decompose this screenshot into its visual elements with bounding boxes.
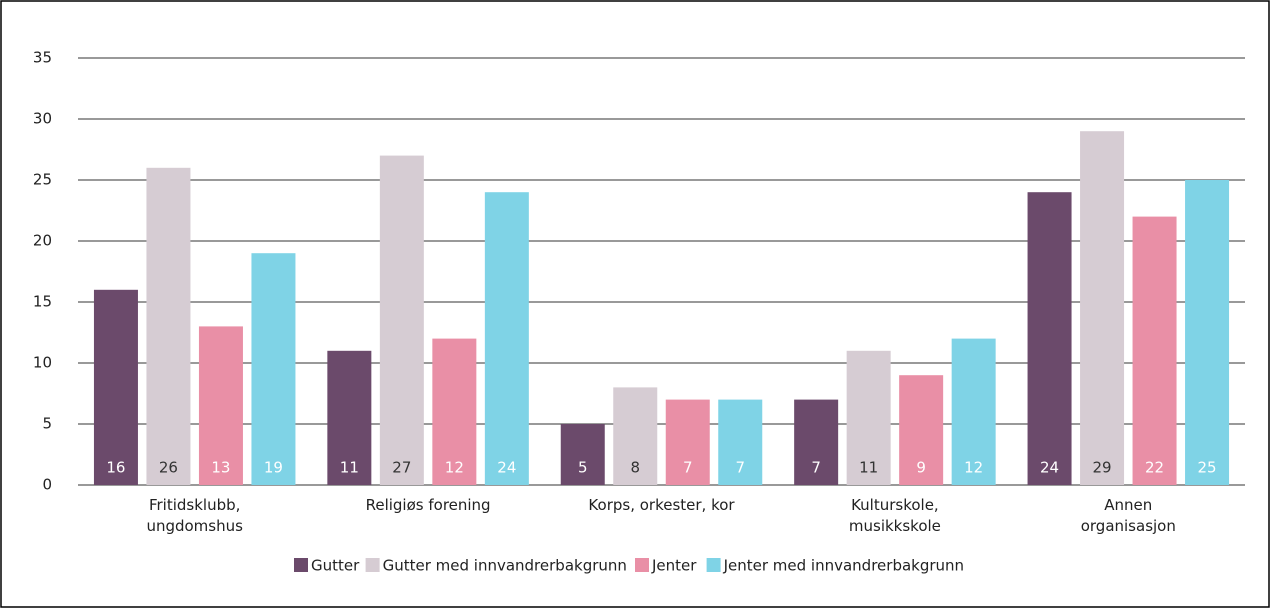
legend-label: Gutter	[311, 557, 360, 575]
bar	[327, 350, 372, 485]
bar	[146, 167, 191, 486]
legend-label: Gutter med innvandrerbakgrunn	[383, 557, 627, 575]
legend-label: Jenter	[651, 557, 697, 575]
value-label: 7	[683, 459, 693, 477]
y-tick-label: 0	[42, 476, 52, 494]
value-label: 22	[1145, 459, 1164, 477]
value-label: 29	[1093, 459, 1112, 477]
bar	[718, 399, 763, 485]
legend-label: Jenter med innvandrerbakgrunn	[723, 557, 964, 575]
bar	[1185, 180, 1230, 485]
bar	[613, 387, 658, 485]
legend-swatch	[706, 558, 721, 572]
value-label: 12	[964, 459, 983, 477]
value-label: 13	[211, 459, 230, 477]
bar	[93, 289, 138, 485]
y-tick-label: 20	[33, 232, 52, 250]
y-tick-label: 5	[42, 415, 52, 433]
value-label: 19	[264, 459, 283, 477]
value-label: 11	[340, 459, 359, 477]
value-label: 7	[811, 459, 821, 477]
value-label: 25	[1198, 459, 1217, 477]
legend-swatch	[294, 558, 308, 572]
y-tick-label: 10	[33, 354, 52, 372]
y-tick-label: 35	[33, 49, 52, 67]
bar	[560, 424, 605, 485]
value-label: 8	[630, 459, 640, 477]
value-label: 11	[859, 459, 878, 477]
bar	[665, 399, 710, 485]
value-label: 16	[106, 459, 125, 477]
bar	[1132, 216, 1177, 485]
bar	[1080, 131, 1125, 485]
y-tick-label: 25	[33, 171, 52, 189]
bar	[379, 155, 424, 485]
bar	[484, 192, 529, 485]
bar	[951, 338, 996, 485]
bar	[899, 375, 944, 485]
x-tick-label: Fritidsklubb, ungdomshus	[146, 496, 243, 535]
value-label: 27	[392, 459, 411, 477]
bar	[846, 350, 891, 485]
value-label: 7	[735, 459, 745, 477]
bar	[198, 326, 243, 485]
value-label: 12	[445, 459, 464, 477]
bar	[432, 338, 477, 485]
legend-swatch	[365, 558, 380, 572]
value-label: 9	[916, 459, 926, 477]
value-label: 24	[1040, 459, 1059, 477]
value-label: 5	[578, 459, 588, 477]
x-tick-label: Korps, orkester, kor	[588, 496, 735, 514]
value-label: 26	[159, 459, 178, 477]
x-tick-label: Annen organisasjon	[1081, 496, 1176, 535]
value-label: 24	[497, 459, 516, 477]
x-tick-label: Kulturskole, musikkskole	[849, 496, 941, 535]
y-tick-label: 30	[33, 110, 52, 128]
x-tick-label: Religiøs forening	[366, 496, 491, 514]
bar	[251, 253, 296, 485]
y-tick-label: 15	[33, 293, 52, 311]
bar	[1027, 192, 1072, 485]
legend-swatch	[635, 558, 649, 572]
bar	[794, 399, 839, 485]
